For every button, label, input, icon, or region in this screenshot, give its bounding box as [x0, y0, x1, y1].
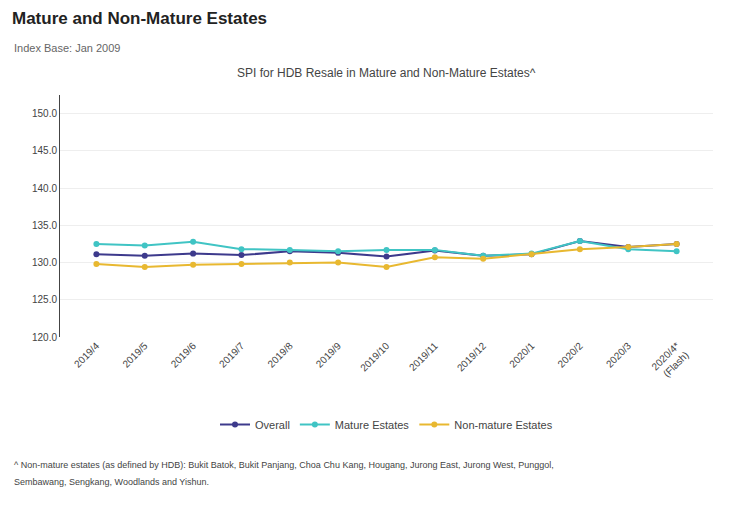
svg-text:2019/12: 2019/12 [455, 340, 489, 374]
svg-text:2019/5: 2019/5 [120, 340, 150, 370]
svg-text:2019/6: 2019/6 [169, 340, 199, 370]
svg-text:140.0: 140.0 [32, 183, 57, 194]
svg-text:Overall: Overall [255, 419, 290, 431]
svg-text:145.0: 145.0 [32, 145, 57, 156]
svg-text:2020/3: 2020/3 [604, 340, 634, 370]
svg-text:2020/2: 2020/2 [555, 340, 585, 370]
svg-text:2019/8: 2019/8 [265, 340, 295, 370]
svg-text:120.0: 120.0 [32, 332, 57, 343]
svg-text:125.0: 125.0 [32, 294, 57, 305]
svg-text:2020/4*(Flash): 2020/4*(Flash) [649, 340, 690, 381]
svg-text:Mature and Non-Mature Estates: Mature and Non-Mature Estates [12, 9, 267, 28]
svg-text:Sembawang, Sengkang, Woodlands: Sembawang, Sengkang, Woodlands and Yishu… [14, 477, 209, 487]
svg-text:2019/10: 2019/10 [358, 340, 392, 374]
svg-text:150.0: 150.0 [32, 108, 57, 119]
svg-text:Non-mature Estates: Non-mature Estates [454, 419, 552, 431]
svg-text:^ Non-mature estates (as defin: ^ Non-mature estates (as defined by HDB)… [14, 460, 554, 470]
svg-text:2019/9: 2019/9 [314, 340, 344, 370]
svg-text:Mature Estates: Mature Estates [335, 419, 409, 431]
svg-text:SPI for HDB Resale in Mature a: SPI for HDB Resale in Mature and Non-Mat… [237, 66, 536, 80]
svg-text:2020/1: 2020/1 [507, 340, 537, 370]
svg-text:130.0: 130.0 [32, 257, 57, 268]
svg-text:Index Base: Jan 2009: Index Base: Jan 2009 [14, 42, 120, 54]
svg-text:135.0: 135.0 [32, 220, 57, 231]
svg-text:2019/4: 2019/4 [72, 340, 102, 370]
svg-text:2019/11: 2019/11 [407, 340, 440, 373]
svg-text:2019/7: 2019/7 [217, 340, 247, 370]
